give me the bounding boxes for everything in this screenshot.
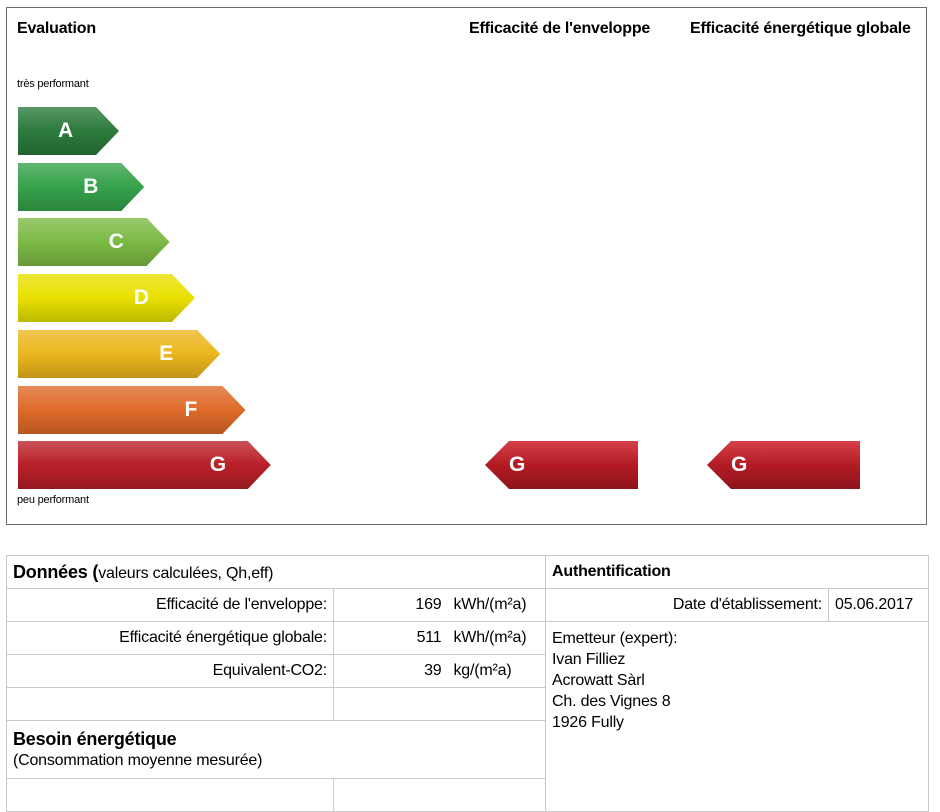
class-bar-e: E xyxy=(18,329,221,378)
empty-cell xyxy=(332,778,547,812)
co2-value: 39 xyxy=(333,654,448,688)
class-bar-a: A xyxy=(18,107,119,155)
class-bar-b: B xyxy=(18,162,145,211)
class-letter: G xyxy=(209,453,227,477)
envelope-class-letter: G xyxy=(509,453,526,476)
auth-header: Authentification xyxy=(545,555,930,589)
co2-unit: kg/(m²a) xyxy=(447,654,547,688)
emitter-line: Ch. des Vignes 8 xyxy=(552,693,671,710)
class-letter: E xyxy=(159,341,174,365)
global-class-letter: G xyxy=(731,453,748,476)
global-class-indicator: G xyxy=(707,441,860,489)
class-bar-c: C xyxy=(18,218,170,267)
class-letter: A xyxy=(58,119,74,142)
class-letter: F xyxy=(184,397,198,421)
emitter-line: Acrowatt Sàrl xyxy=(552,672,645,689)
emitter-line: Emetteur (expert): xyxy=(552,630,678,647)
class-bar-f: F xyxy=(18,385,246,434)
class-letter: B xyxy=(83,174,99,198)
co2-label: Equivalent-CO2: xyxy=(6,654,334,688)
energy-label-panel: Evaluation Efficacité de l'enveloppe Eff… xyxy=(6,7,927,525)
empty-cell xyxy=(6,778,334,812)
class-letter: C xyxy=(108,230,124,254)
global-value: 511 xyxy=(333,621,448,655)
evaluation-title: Evaluation xyxy=(17,20,96,37)
global-column-title: Efficacité énergétique globale xyxy=(690,20,911,37)
envelope-column-title: Efficacité de l'enveloppe xyxy=(469,20,651,37)
emitter-line: 1926 Fully xyxy=(552,714,624,731)
top-scale-label: très performant xyxy=(17,78,89,90)
bottom-scale-label: peu performant xyxy=(17,494,89,506)
date-label: Date d'établissement: xyxy=(545,588,830,622)
donnees-header: Données (valeurs calculées, Qh,eff) xyxy=(5,555,547,589)
global-label: Efficacité énergétique globale: xyxy=(6,621,334,655)
empty-cell xyxy=(6,687,334,721)
global-unit: kWh/(m²a) xyxy=(447,621,547,655)
besoin-header: Besoin énergétique (Consommation moyenne… xyxy=(5,720,547,779)
envelope-label: Efficacité de l'enveloppe: xyxy=(6,588,334,622)
empty-cell xyxy=(332,687,547,721)
envelope-unit: kWh/(m²a) xyxy=(447,588,547,622)
class-bar-g: G xyxy=(18,441,271,490)
envelope-class-indicator: G xyxy=(485,441,638,489)
class-bar-d: D xyxy=(18,274,195,323)
emitter-line: Ivan Filliez xyxy=(552,651,626,668)
emitter-block: Emetteur (expert): Ivan Filliez Acrowatt… xyxy=(545,621,930,812)
data-table: Données (valeurs calculées, Qh,eff) Auth… xyxy=(5,555,930,812)
class-letter: D xyxy=(133,286,150,310)
envelope-value: 169 xyxy=(333,588,448,622)
date-value: 05.06.2017 xyxy=(828,588,930,622)
